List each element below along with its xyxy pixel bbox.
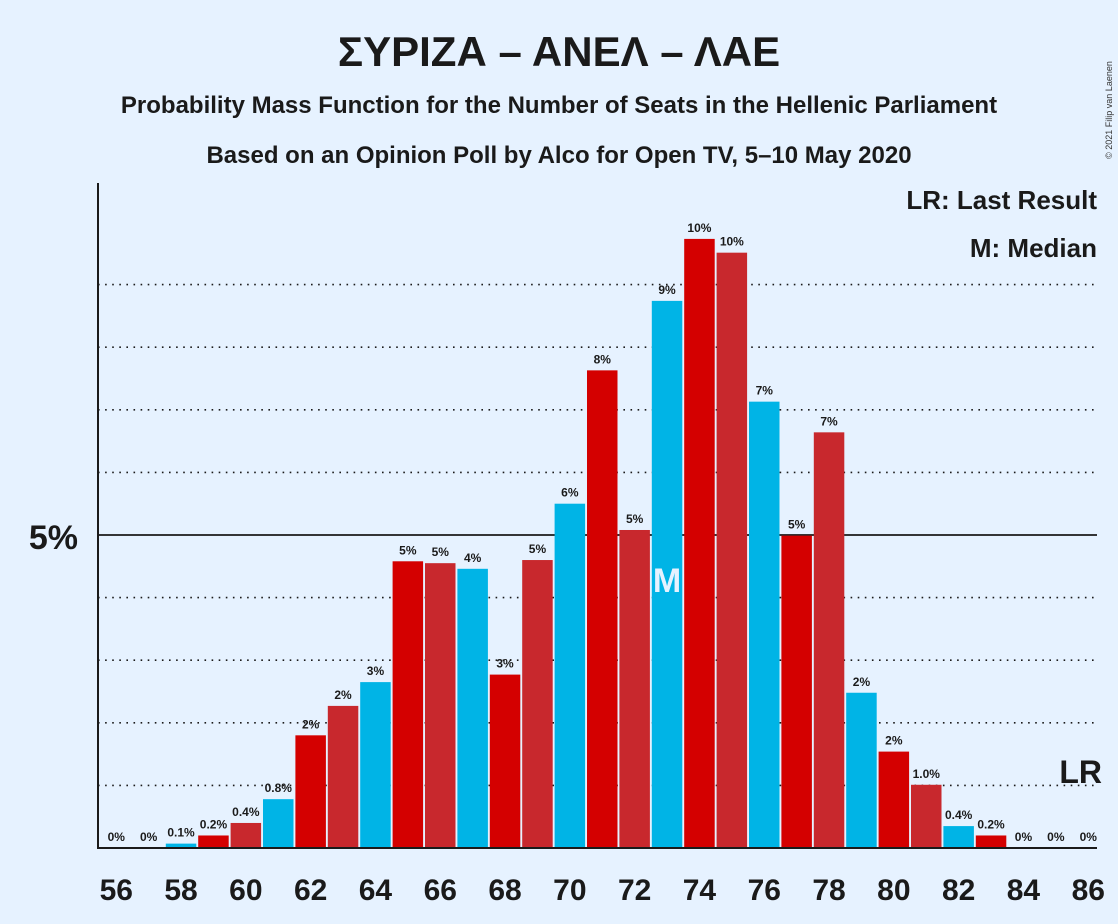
data-label-seat-69: 5%: [529, 542, 547, 556]
bar-seat-75: [716, 252, 748, 848]
bar-seat-77: [781, 535, 812, 848]
bar-seat-66: [425, 563, 456, 848]
bar-seat-68: [489, 674, 521, 848]
data-label-seat-81: 1.0%: [913, 767, 941, 781]
data-label-seat-59: 0.2%: [200, 817, 228, 831]
y-tick-label-5pct: 5%: [29, 519, 78, 557]
data-label-seat-70: 6%: [561, 486, 579, 500]
chart-title: ΣΥΡΙΖΑ – ΑΝΕΛ – ΛΑΕ: [338, 28, 780, 75]
bar-seat-82: [943, 826, 974, 848]
bar-seat-81: [911, 784, 942, 848]
last-result-marker: LR: [1059, 754, 1102, 790]
legend-last-result: LR: Last Result: [906, 185, 1097, 215]
bar-seat-65: [392, 561, 424, 848]
data-label-seat-73: 9%: [658, 283, 676, 297]
data-labels-group: 0% 0% 0.1% 0.2% 0.4% 0.8% 2% 2% 3% 5% 5% 4% 3% 5% 6% 8%…: [108, 221, 1102, 844]
data-label-seat-75: 10%: [720, 235, 744, 249]
x-tick-label-80: 80: [877, 874, 910, 907]
data-label-seat-79: 2%: [853, 675, 871, 689]
x-tick-label-86: 86: [1072, 874, 1105, 907]
data-label-seat-85: 0%: [1047, 830, 1065, 844]
x-tick-label-82: 82: [942, 874, 975, 907]
bar-seat-60: [230, 822, 262, 848]
bar-seat-78: [813, 432, 845, 848]
data-label-seat-86: 0%: [1080, 830, 1098, 844]
bar-seat-59: [198, 835, 229, 848]
data-label-seat-71: 8%: [594, 352, 612, 366]
data-label-seat-82: 0.4%: [945, 808, 973, 822]
x-tick-label-64: 64: [359, 874, 393, 907]
x-tick-label-58: 58: [164, 874, 197, 907]
data-label-seat-63: 2%: [334, 688, 352, 702]
bar-seat-70: [554, 503, 586, 848]
data-label-seat-58: 0.1%: [167, 826, 195, 840]
x-tick-label-56: 56: [100, 874, 133, 907]
data-label-seat-67: 4%: [464, 551, 482, 565]
median-marker: M: [653, 562, 681, 600]
data-label-seat-65: 5%: [399, 543, 417, 557]
x-tick-label-62: 62: [294, 874, 327, 907]
data-label-seat-68: 3%: [496, 657, 514, 671]
data-label-seat-74: 10%: [687, 221, 711, 235]
x-tick-label-66: 66: [424, 874, 457, 907]
data-label-seat-57: 0%: [140, 830, 158, 844]
bar-seat-62: [295, 735, 326, 848]
data-label-seat-76: 7%: [756, 384, 774, 398]
x-tick-label-68: 68: [488, 874, 521, 907]
x-tick-labels-group: 56 58 60 62 64 66 68 70 72 74 76 78 80 82 84 86: [100, 874, 1105, 907]
copyright-credit: © 2021 Filip van Laenen: [1104, 61, 1114, 159]
x-tick-label-78: 78: [812, 874, 845, 907]
x-tick-label-70: 70: [553, 874, 586, 907]
x-tick-label-74: 74: [683, 874, 717, 907]
bar-seat-73: [651, 300, 683, 849]
x-tick-label-72: 72: [618, 874, 651, 907]
x-tick-label-84: 84: [1007, 874, 1041, 907]
x-tick-label-60: 60: [229, 874, 262, 907]
chart-subtitle-1: Probability Mass Function for the Number…: [121, 92, 997, 119]
data-label-seat-66: 5%: [432, 545, 450, 559]
bar-seat-64: [360, 682, 391, 848]
data-label-seat-78: 7%: [820, 414, 838, 428]
chart-subtitle-2: Based on an Opinion Poll by Alco for Ope…: [206, 142, 911, 169]
bars-group: [165, 238, 1007, 849]
data-label-seat-83: 0.2%: [977, 817, 1005, 831]
bar-seat-69: [522, 560, 553, 848]
bar-seat-67: [457, 568, 488, 848]
x-tick-label-76: 76: [748, 874, 781, 907]
bar-seat-61: [263, 799, 294, 848]
bar-seat-58: [165, 843, 197, 848]
bar-seat-74: [684, 238, 715, 849]
data-label-seat-77: 5%: [788, 518, 806, 532]
bar-seat-72: [619, 529, 650, 848]
data-label-seat-80: 2%: [885, 734, 903, 748]
bar-seat-63: [327, 705, 359, 848]
data-label-seat-84: 0%: [1015, 830, 1033, 844]
data-label-seat-60: 0.4%: [232, 805, 260, 819]
bar-seat-83: [975, 835, 1007, 848]
bar-seat-79: [846, 692, 877, 848]
bar-seat-76: [749, 401, 780, 848]
bar-seat-80: [878, 751, 910, 848]
data-label-seat-64: 3%: [367, 664, 385, 678]
legend-median: M: Median: [970, 233, 1097, 263]
data-label-seat-72: 5%: [626, 512, 644, 526]
bar-seat-71: [587, 370, 618, 848]
data-label-seat-56: 0%: [108, 830, 126, 844]
data-label-seat-62: 2%: [302, 717, 320, 731]
data-label-seat-61: 0.8%: [265, 781, 293, 795]
